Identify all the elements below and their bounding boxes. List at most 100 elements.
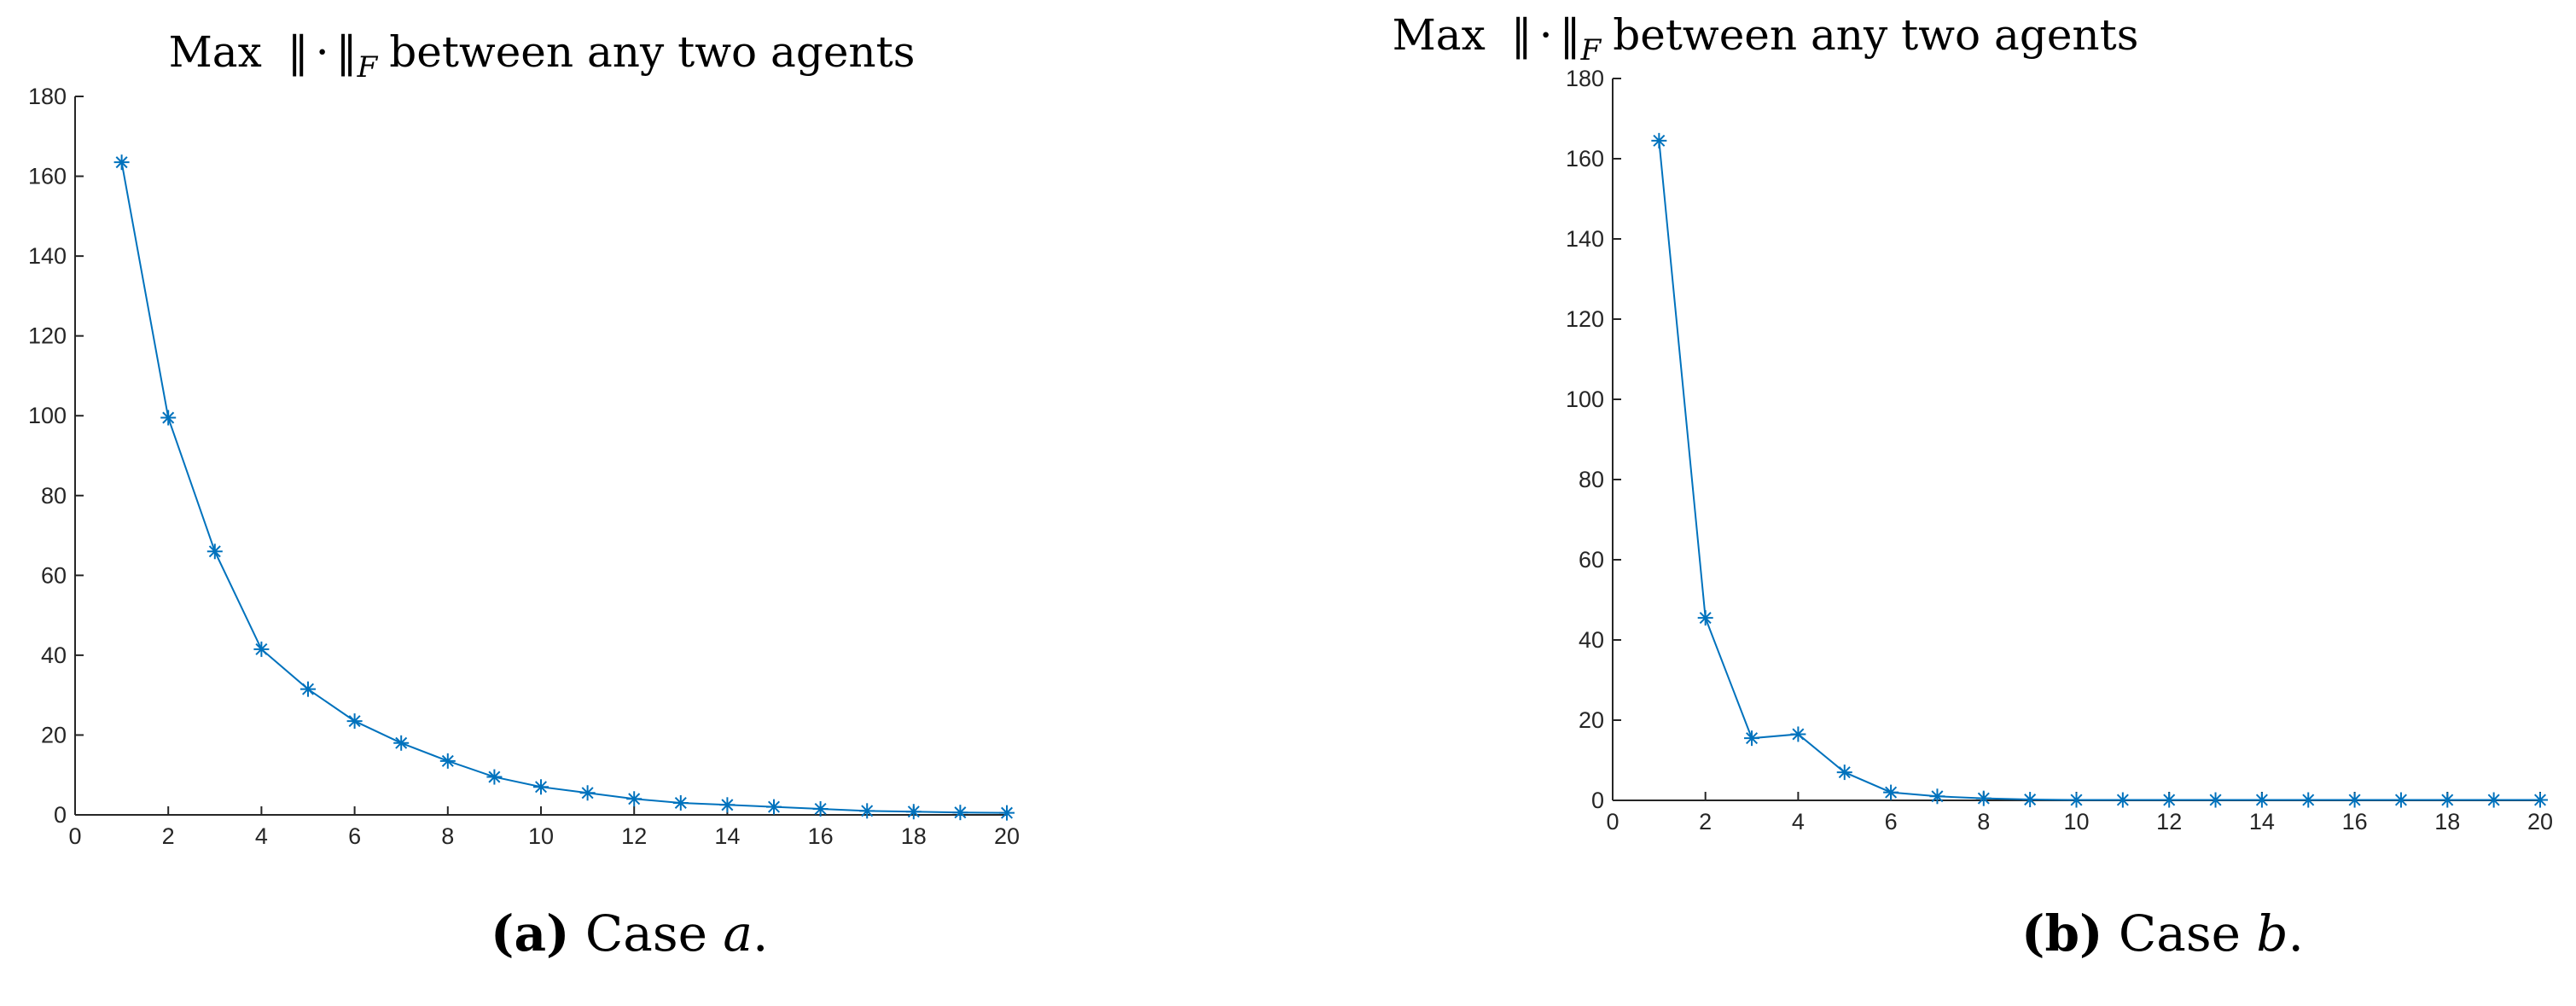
chart-b-ytick-label: 120 xyxy=(1566,306,1604,332)
chart-a-data-point xyxy=(672,794,689,811)
chart-b-data-point xyxy=(2486,792,2502,808)
chart-b-ytick-label: 20 xyxy=(1579,707,1604,733)
chart-a-data-point xyxy=(859,803,875,819)
chart-b-title: Max ‖ · ‖F between any two agents xyxy=(1393,10,2139,67)
chart-b-series-line xyxy=(1658,140,2540,801)
chart-a-title: Max ‖ · ‖F between any two agents xyxy=(169,27,916,84)
chart-b-xtick-label: 12 xyxy=(2156,809,2182,834)
chart-b: Max ‖ · ‖F between any two agents 020406080… xyxy=(1393,10,2553,834)
chart-a-ytick-label: 180 xyxy=(28,84,67,109)
chart-b-xtick-label: 2 xyxy=(1699,809,1712,834)
chart-b-data-point xyxy=(2022,792,2038,808)
chart-a-data-point xyxy=(952,805,968,821)
chart-b-ytick-label: 80 xyxy=(1579,467,1604,492)
chart-a-data-point xyxy=(300,681,316,697)
chart-b-xtick-label: 10 xyxy=(2063,809,2089,834)
title-a-max: Max xyxy=(169,27,262,77)
chart-b-ytick-label: 60 xyxy=(1579,547,1604,573)
chart-b-ytick-label: 140 xyxy=(1566,226,1604,252)
chart-b-data-point xyxy=(2068,792,2085,808)
chart-a-data-point xyxy=(486,769,503,785)
chart-a: Max ‖ · ‖F between any two agents 020406080… xyxy=(28,27,1020,849)
chart-a-xtick-label: 16 xyxy=(808,823,834,849)
chart-b-data-point xyxy=(1975,790,1992,806)
caption-b-text: Case xyxy=(2102,904,2257,962)
chart-a-ytick-label: 100 xyxy=(28,403,67,428)
chart-b-data-point xyxy=(2300,792,2317,808)
chart-b-data-point xyxy=(2253,792,2270,808)
chart-a-xtick-label: 20 xyxy=(994,823,1020,849)
chart-a-xtick-label: 12 xyxy=(621,823,647,849)
chart-b-data-point xyxy=(2439,792,2456,808)
chart-a-ytick-label: 20 xyxy=(41,722,67,747)
chart-a-ytick-label: 80 xyxy=(41,483,67,509)
chart-b-data-point xyxy=(2161,792,2178,808)
chart-b-ytick-label: 40 xyxy=(1579,627,1604,653)
chart-b-data-point xyxy=(2207,792,2224,808)
chart-a-data-point xyxy=(766,799,782,815)
chart-a-data-point xyxy=(999,805,1015,821)
chart-b-xtick-label: 8 xyxy=(1977,809,1990,834)
chart-b-data-point xyxy=(2114,792,2131,808)
chart-a-data-point xyxy=(626,791,643,807)
chart-a-ytick-label: 0 xyxy=(54,802,67,828)
chart-b-data-point xyxy=(2393,792,2409,808)
chart-a-xtick-label: 18 xyxy=(901,823,927,849)
chart-a-ytick-label: 60 xyxy=(41,562,67,588)
caption-b-end: . xyxy=(2288,904,2304,962)
chart-b-data-point xyxy=(1883,784,1899,800)
chart-b-ytick-label: 180 xyxy=(1566,66,1604,91)
caption-b: (b) Case b. xyxy=(2021,904,2304,962)
chart-b-xtick-label: 0 xyxy=(1606,809,1619,834)
caption-a-label: (a) xyxy=(491,904,570,962)
chart-a-data-point xyxy=(533,779,549,795)
chart-a-ytick-label: 160 xyxy=(28,164,67,189)
chart-a-data-point xyxy=(439,753,456,769)
chart-a-data-point xyxy=(393,735,410,751)
caption-a-end: . xyxy=(752,904,769,962)
chart-a-data-point xyxy=(346,713,363,730)
chart-b-data-point xyxy=(1836,765,1852,781)
chart-panel-a: Max ‖ · ‖F between any two agents 0 20 40 60 80… xyxy=(28,27,1020,962)
chart-a-data-point xyxy=(812,800,829,817)
chart-a-ytick-label: 120 xyxy=(28,323,67,349)
caption-a: (a) Case a. xyxy=(491,904,768,962)
chart-a-xtick-label: 2 xyxy=(162,823,175,849)
chart-a-xtick-label: 10 xyxy=(528,823,554,849)
chart-b-data-point xyxy=(2346,792,2363,808)
caption-a-text: Case xyxy=(569,904,724,962)
chart-b-data-point xyxy=(1790,726,1806,742)
chart-b-xtick-label: 6 xyxy=(1885,809,1898,834)
chart-a-xtick-label: 0 xyxy=(68,823,81,849)
chart-b-xtick-label: 14 xyxy=(2249,809,2275,834)
caption-b-case: b xyxy=(2256,904,2288,962)
chart-b-xtick-label: 16 xyxy=(2342,809,2368,834)
chart-b-data-point xyxy=(1929,788,1945,805)
chart-b-ytick-label: 0 xyxy=(1591,788,1604,813)
chart-panel-b: Max ‖ · ‖F between any two agents 0 20 40 60 80… xyxy=(1288,0,2576,1006)
chart-a-data-point xyxy=(113,154,130,171)
chart-a-data-point xyxy=(579,785,596,801)
chart-b-data-point xyxy=(1744,730,1760,747)
chart-a-xtick-label: 14 xyxy=(714,823,740,849)
chart-a-ytick-label: 140 xyxy=(28,243,67,269)
chart-b-xtick-label: 20 xyxy=(2527,809,2553,834)
chart-b-data-point xyxy=(2532,792,2548,808)
chart-b-data-point xyxy=(1651,132,1667,148)
chart-a-data-point xyxy=(905,804,922,820)
chart-a-data-point xyxy=(206,544,223,560)
chart-a-data-point xyxy=(160,410,177,426)
chart-b-xtick-label: 18 xyxy=(2434,809,2460,834)
chart-b-ytick-label: 100 xyxy=(1566,387,1604,412)
chart-b-xtick-label: 4 xyxy=(1792,809,1805,834)
caption-a-case: a xyxy=(723,904,753,962)
chart-b-data-point xyxy=(1697,610,1713,626)
chart-a-xtick-label: 4 xyxy=(255,823,268,849)
chart-a-xtick-label: 8 xyxy=(441,823,454,849)
chart-a-ytick-label: 40 xyxy=(41,643,67,668)
chart-a-xtick-label: 6 xyxy=(348,823,361,849)
chart-b-ytick-label: 160 xyxy=(1566,146,1604,172)
chart-a-series-line xyxy=(120,162,1008,814)
caption-b-label: (b) xyxy=(2021,904,2103,962)
chart-a-data-point xyxy=(719,797,736,813)
